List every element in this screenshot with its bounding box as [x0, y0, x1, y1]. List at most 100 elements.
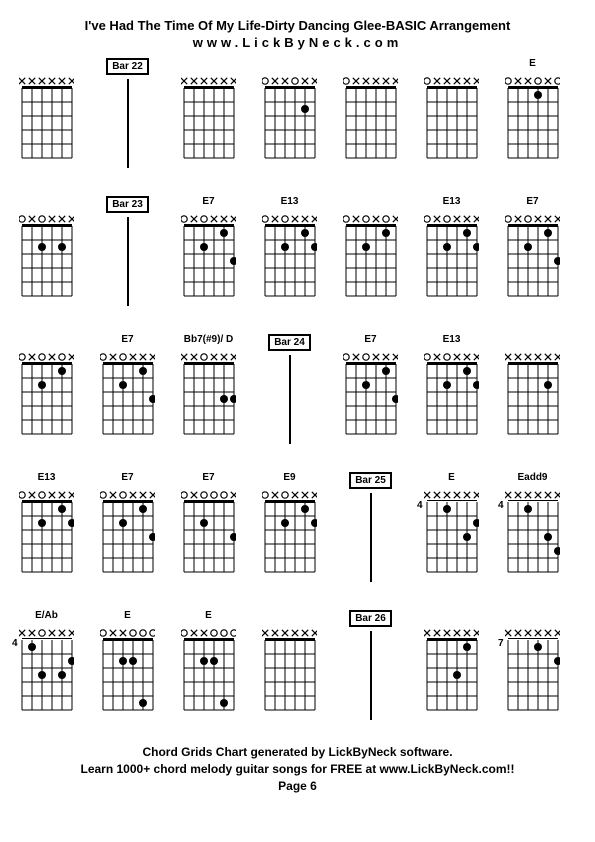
chord-row: Bar 23 E7 E13 E13 E7 — [14, 196, 581, 306]
chord-row: Bar 22 E — [14, 58, 581, 168]
chord-grid-svg — [19, 212, 74, 297]
chord-label: Bb7(#9)/ D — [184, 334, 233, 348]
chord-grid-svg — [100, 350, 155, 435]
chord-grid-svg — [181, 350, 236, 435]
chord-row: E7 Bb7(#9)/ D Bar 24 E7 E13 — [14, 334, 581, 444]
page-footer: Chord Grids Chart generated by LickByNec… — [14, 744, 581, 794]
chord-label: E — [529, 58, 536, 72]
chord-label: E7 — [364, 334, 376, 348]
chord-diagram: E7 — [95, 472, 160, 582]
bar-label: Bar 23 — [106, 196, 149, 213]
chord-diagram: Bb7(#9)/ D — [176, 334, 241, 444]
chord-grid-svg — [505, 350, 560, 435]
chord-grid-svg — [19, 350, 74, 435]
bar-marker: Bar 24 — [257, 334, 322, 444]
chord-grid-svg — [343, 74, 398, 159]
chord-diagram — [257, 610, 322, 720]
bar-marker: Bar 25 — [338, 472, 403, 582]
fret-number: 4 — [12, 638, 18, 649]
chord-diagram: Eadd9 4 — [500, 472, 565, 582]
chord-diagram — [338, 196, 403, 306]
chord-diagram — [338, 58, 403, 168]
chord-diagram: E4 — [419, 472, 484, 582]
bar-label: Bar 24 — [268, 334, 311, 351]
chord-grid-svg — [505, 212, 560, 297]
chord-grid-svg — [424, 626, 479, 711]
chord-diagram: E13 — [14, 472, 79, 582]
chord-grid-svg — [424, 74, 479, 159]
bar-line — [127, 217, 129, 306]
chord-label: E7 — [202, 196, 214, 210]
page-subtitle: www.LickByNeck.com — [14, 35, 581, 50]
chord-label: E7 — [202, 472, 214, 486]
chord-label: E13 — [38, 472, 56, 486]
chord-diagram: E7 — [176, 472, 241, 582]
chord-diagram — [14, 196, 79, 306]
chord-grid-svg — [424, 212, 479, 297]
footer-line: Chord Grids Chart generated by LickByNec… — [14, 744, 581, 761]
chord-grid-svg — [424, 350, 479, 435]
chord-diagram: E/Ab 4 — [14, 610, 79, 720]
chord-grid-svg — [19, 488, 74, 573]
chord-diagram: E — [500, 58, 565, 168]
bar-marker: Bar 22 — [95, 58, 160, 168]
chord-label: E/Ab — [35, 610, 58, 624]
chord-label: E7 — [121, 334, 133, 348]
footer-line: Learn 1000+ chord melody guitar songs fo… — [14, 761, 581, 778]
chord-label: Eadd9 — [517, 472, 547, 486]
bar-line — [370, 493, 372, 582]
chord-grid-svg — [262, 74, 317, 159]
chord-label: E13 — [443, 196, 461, 210]
chord-diagram — [257, 58, 322, 168]
chord-grid-svg — [505, 74, 560, 159]
chord-diagram: 7 — [500, 610, 565, 720]
chord-label: E13 — [281, 196, 299, 210]
chord-diagram: E7 — [338, 334, 403, 444]
chord-row: E/Ab 4 E E Bar 26 7 — [14, 610, 581, 720]
chord-grid-svg — [505, 488, 560, 573]
chord-row: E13 E7 E7 E9 Bar 25 E4 Eadd9 4 — [14, 472, 581, 582]
bar-line — [370, 631, 372, 720]
chord-grid-svg — [262, 212, 317, 297]
chord-label: E — [124, 610, 131, 624]
chord-diagram — [14, 334, 79, 444]
fret-number: 4 — [498, 500, 504, 511]
chord-diagram — [419, 58, 484, 168]
chord-grid-svg — [262, 488, 317, 573]
chord-grid-svg — [343, 350, 398, 435]
chord-grid-svg — [100, 626, 155, 711]
chord-grid-svg — [262, 626, 317, 711]
chord-grid-svg — [100, 488, 155, 573]
chord-label: E9 — [283, 472, 295, 486]
bar-marker: Bar 23 — [95, 196, 160, 306]
chord-diagram — [419, 610, 484, 720]
page: I've Had The Time Of My Life-Dirty Danci… — [0, 0, 595, 842]
page-title: I've Had The Time Of My Life-Dirty Danci… — [14, 18, 581, 33]
chord-diagram: E9 — [257, 472, 322, 582]
bar-label: Bar 25 — [349, 472, 392, 489]
chord-grid-area: Bar 22EBar 23E7E13E13E7E7Bb7(#9)/ DBar 2… — [14, 58, 581, 720]
chord-grid-svg — [343, 212, 398, 297]
chord-label: E7 — [121, 472, 133, 486]
chord-grid-svg — [505, 626, 560, 711]
chord-label: E — [205, 610, 212, 624]
chord-diagram: E7 — [176, 196, 241, 306]
footer-line: Page 6 — [14, 778, 581, 795]
chord-diagram: E — [95, 610, 160, 720]
chord-diagram — [176, 58, 241, 168]
chord-diagram — [14, 58, 79, 168]
chord-diagram: E13 — [257, 196, 322, 306]
chord-label: E13 — [443, 334, 461, 348]
bar-label: Bar 22 — [106, 58, 149, 75]
chord-diagram: E — [176, 610, 241, 720]
bar-line — [289, 355, 291, 444]
chord-grid-svg — [181, 626, 236, 711]
chord-grid-svg — [181, 74, 236, 159]
chord-label: E7 — [526, 196, 538, 210]
fret-number: 4 — [417, 500, 423, 511]
bar-label: Bar 26 — [349, 610, 392, 627]
chord-grid-svg — [19, 74, 74, 159]
bar-marker: Bar 26 — [338, 610, 403, 720]
chord-diagram: E7 — [95, 334, 160, 444]
chord-grid-svg — [19, 626, 74, 711]
